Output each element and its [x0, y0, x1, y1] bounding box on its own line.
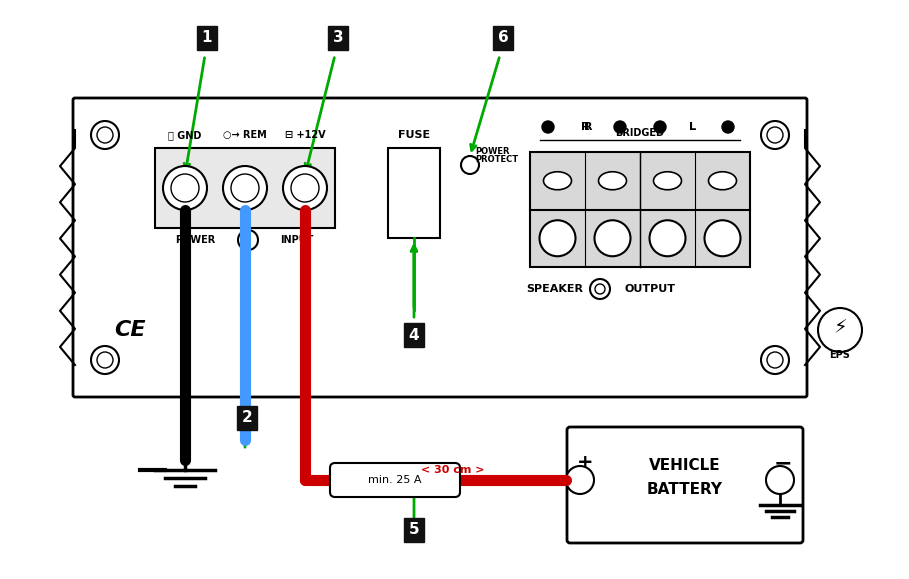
Circle shape [654, 121, 666, 133]
Circle shape [566, 466, 594, 494]
Bar [155, 148, 335, 228]
Circle shape [766, 466, 794, 494]
Bar [388, 148, 440, 238]
Text: 6: 6 [497, 31, 508, 46]
Circle shape [761, 121, 789, 149]
Text: BRIDGED: BRIDGED [615, 128, 664, 138]
Text: ⊖: ⊖ [615, 122, 624, 132]
Circle shape [761, 346, 789, 374]
Text: 1: 1 [202, 31, 212, 46]
Text: OUTPUT: OUTPUT [624, 284, 675, 294]
Circle shape [238, 230, 258, 250]
Circle shape [595, 284, 605, 294]
Text: +: + [576, 453, 594, 472]
Circle shape [91, 346, 119, 374]
Text: VEHICLE: VEHICLE [649, 457, 721, 472]
Circle shape [171, 174, 199, 202]
Circle shape [461, 156, 479, 174]
Text: 3: 3 [333, 31, 344, 46]
Circle shape [163, 166, 207, 210]
Circle shape [650, 220, 685, 256]
FancyBboxPatch shape [567, 427, 803, 543]
Circle shape [818, 308, 862, 352]
Text: EPS: EPS [830, 350, 851, 360]
Text: < 30 cm >: < 30 cm > [421, 465, 484, 475]
Bar [530, 152, 750, 267]
Text: R: R [581, 122, 589, 132]
Text: L: L [690, 122, 696, 132]
Text: 4: 4 [409, 328, 419, 343]
Text: min. 25 A: min. 25 A [368, 475, 422, 485]
FancyBboxPatch shape [330, 463, 460, 497]
Circle shape [767, 352, 783, 368]
Ellipse shape [598, 172, 626, 190]
Text: INPUT: INPUT [280, 235, 314, 245]
Text: ⊟ +12V: ⊟ +12V [285, 130, 325, 140]
Circle shape [231, 174, 259, 202]
Text: ⚡: ⚡ [834, 318, 847, 338]
Text: SPEAKER: SPEAKER [526, 284, 584, 294]
Circle shape [590, 279, 610, 299]
Circle shape [291, 174, 319, 202]
Text: 5: 5 [409, 522, 419, 537]
Text: 2: 2 [242, 411, 253, 426]
Ellipse shape [654, 172, 682, 190]
Text: ○→ REM: ○→ REM [223, 130, 267, 140]
Circle shape [97, 127, 113, 143]
Circle shape [223, 166, 267, 210]
Text: POWER: POWER [175, 235, 215, 245]
Circle shape [97, 352, 113, 368]
Circle shape [767, 127, 783, 143]
FancyBboxPatch shape [73, 98, 807, 397]
Text: ⊕: ⊕ [544, 122, 553, 132]
Circle shape [542, 121, 554, 133]
Text: POWER: POWER [475, 147, 510, 156]
Text: ⏚ GND: ⏚ GND [168, 130, 202, 140]
Circle shape [614, 121, 626, 133]
Ellipse shape [544, 172, 572, 190]
Circle shape [91, 121, 119, 149]
Text: ⊕: ⊕ [655, 122, 664, 132]
Text: FUSE: FUSE [398, 130, 430, 140]
Circle shape [283, 166, 327, 210]
Text: ⊖: ⊖ [724, 122, 733, 132]
Text: PROTECT: PROTECT [475, 155, 518, 164]
Text: L: L [690, 122, 696, 132]
Text: BATTERY: BATTERY [647, 482, 723, 497]
Text: −: − [774, 453, 793, 473]
Ellipse shape [708, 172, 736, 190]
Text: CE: CE [115, 320, 145, 340]
Circle shape [594, 220, 631, 256]
Circle shape [704, 220, 741, 256]
Circle shape [722, 121, 734, 133]
Circle shape [540, 220, 575, 256]
Text: R: R [584, 122, 593, 132]
